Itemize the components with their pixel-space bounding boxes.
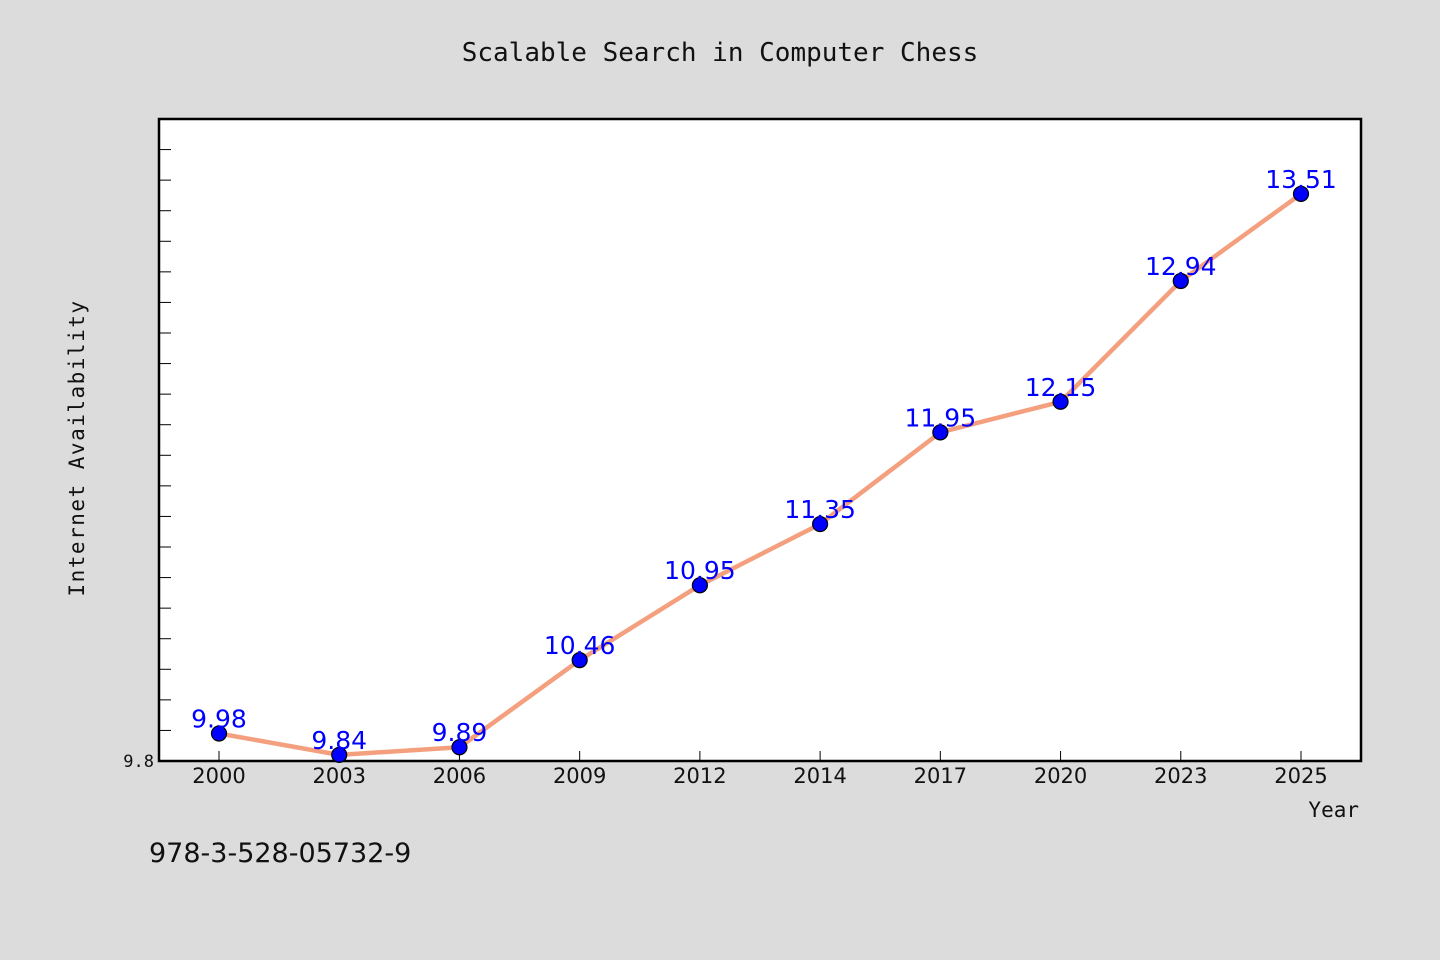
series-line	[216, 191, 1304, 758]
x-tick-label: 2012	[673, 764, 726, 788]
plot-area	[157, 117, 1363, 763]
data-point	[451, 739, 468, 756]
data-point	[331, 746, 348, 763]
data-label: 12.15	[1025, 373, 1097, 402]
data-label: 9.89	[432, 718, 488, 747]
data-label: 11.35	[784, 495, 856, 524]
x-tick-label: 2014	[793, 764, 846, 788]
data-point	[932, 424, 949, 441]
x-tick-label: 2000	[192, 764, 245, 788]
data-point	[210, 725, 228, 742]
data-label: 10.95	[664, 556, 736, 585]
x-tick-label: 2009	[553, 764, 606, 788]
y-axis-ticks: 9.8	[123, 118, 171, 772]
data-label: 12.94	[1145, 252, 1217, 281]
x-tick-label: 2025	[1274, 764, 1327, 788]
data-label: 9.98	[191, 704, 247, 733]
y-axis-label: Internet Availability	[65, 299, 89, 596]
data-labels-layer: 9.98 9.84 9.89 10.46 10.95 11.35 11.95 12.15 12.…	[191, 165, 1337, 755]
x-axis-ticks: 2000 2003 2006 2009 2012 2014 2017 2020 2023 2025	[192, 751, 1328, 788]
data-point	[1172, 272, 1189, 290]
x-tick-label: 2006	[433, 764, 486, 788]
x-tick-label: 2020	[1034, 764, 1087, 788]
series-layer	[216, 191, 1304, 758]
data-point	[691, 577, 708, 594]
chart-title: Scalable Search in Computer Chess	[462, 38, 979, 68]
x-tick-label: 2017	[914, 764, 967, 788]
markers-layer	[210, 185, 1310, 763]
y-tick-label: 9.8	[123, 752, 154, 772]
data-label: 13.51	[1265, 165, 1337, 194]
isbn-code: 978-3-528-05732-9	[149, 838, 411, 869]
data-point	[1292, 185, 1310, 202]
x-tick-label: 2023	[1154, 764, 1207, 788]
x-tick-label: 2003	[312, 764, 365, 788]
x-axis-label: Year	[1308, 798, 1359, 822]
data-point	[812, 515, 829, 533]
data-point	[1052, 393, 1069, 410]
data-label: 11.95	[905, 403, 977, 432]
data-label: 9.84	[311, 726, 367, 755]
data-point	[571, 652, 588, 669]
data-label: 10.46	[544, 631, 616, 660]
